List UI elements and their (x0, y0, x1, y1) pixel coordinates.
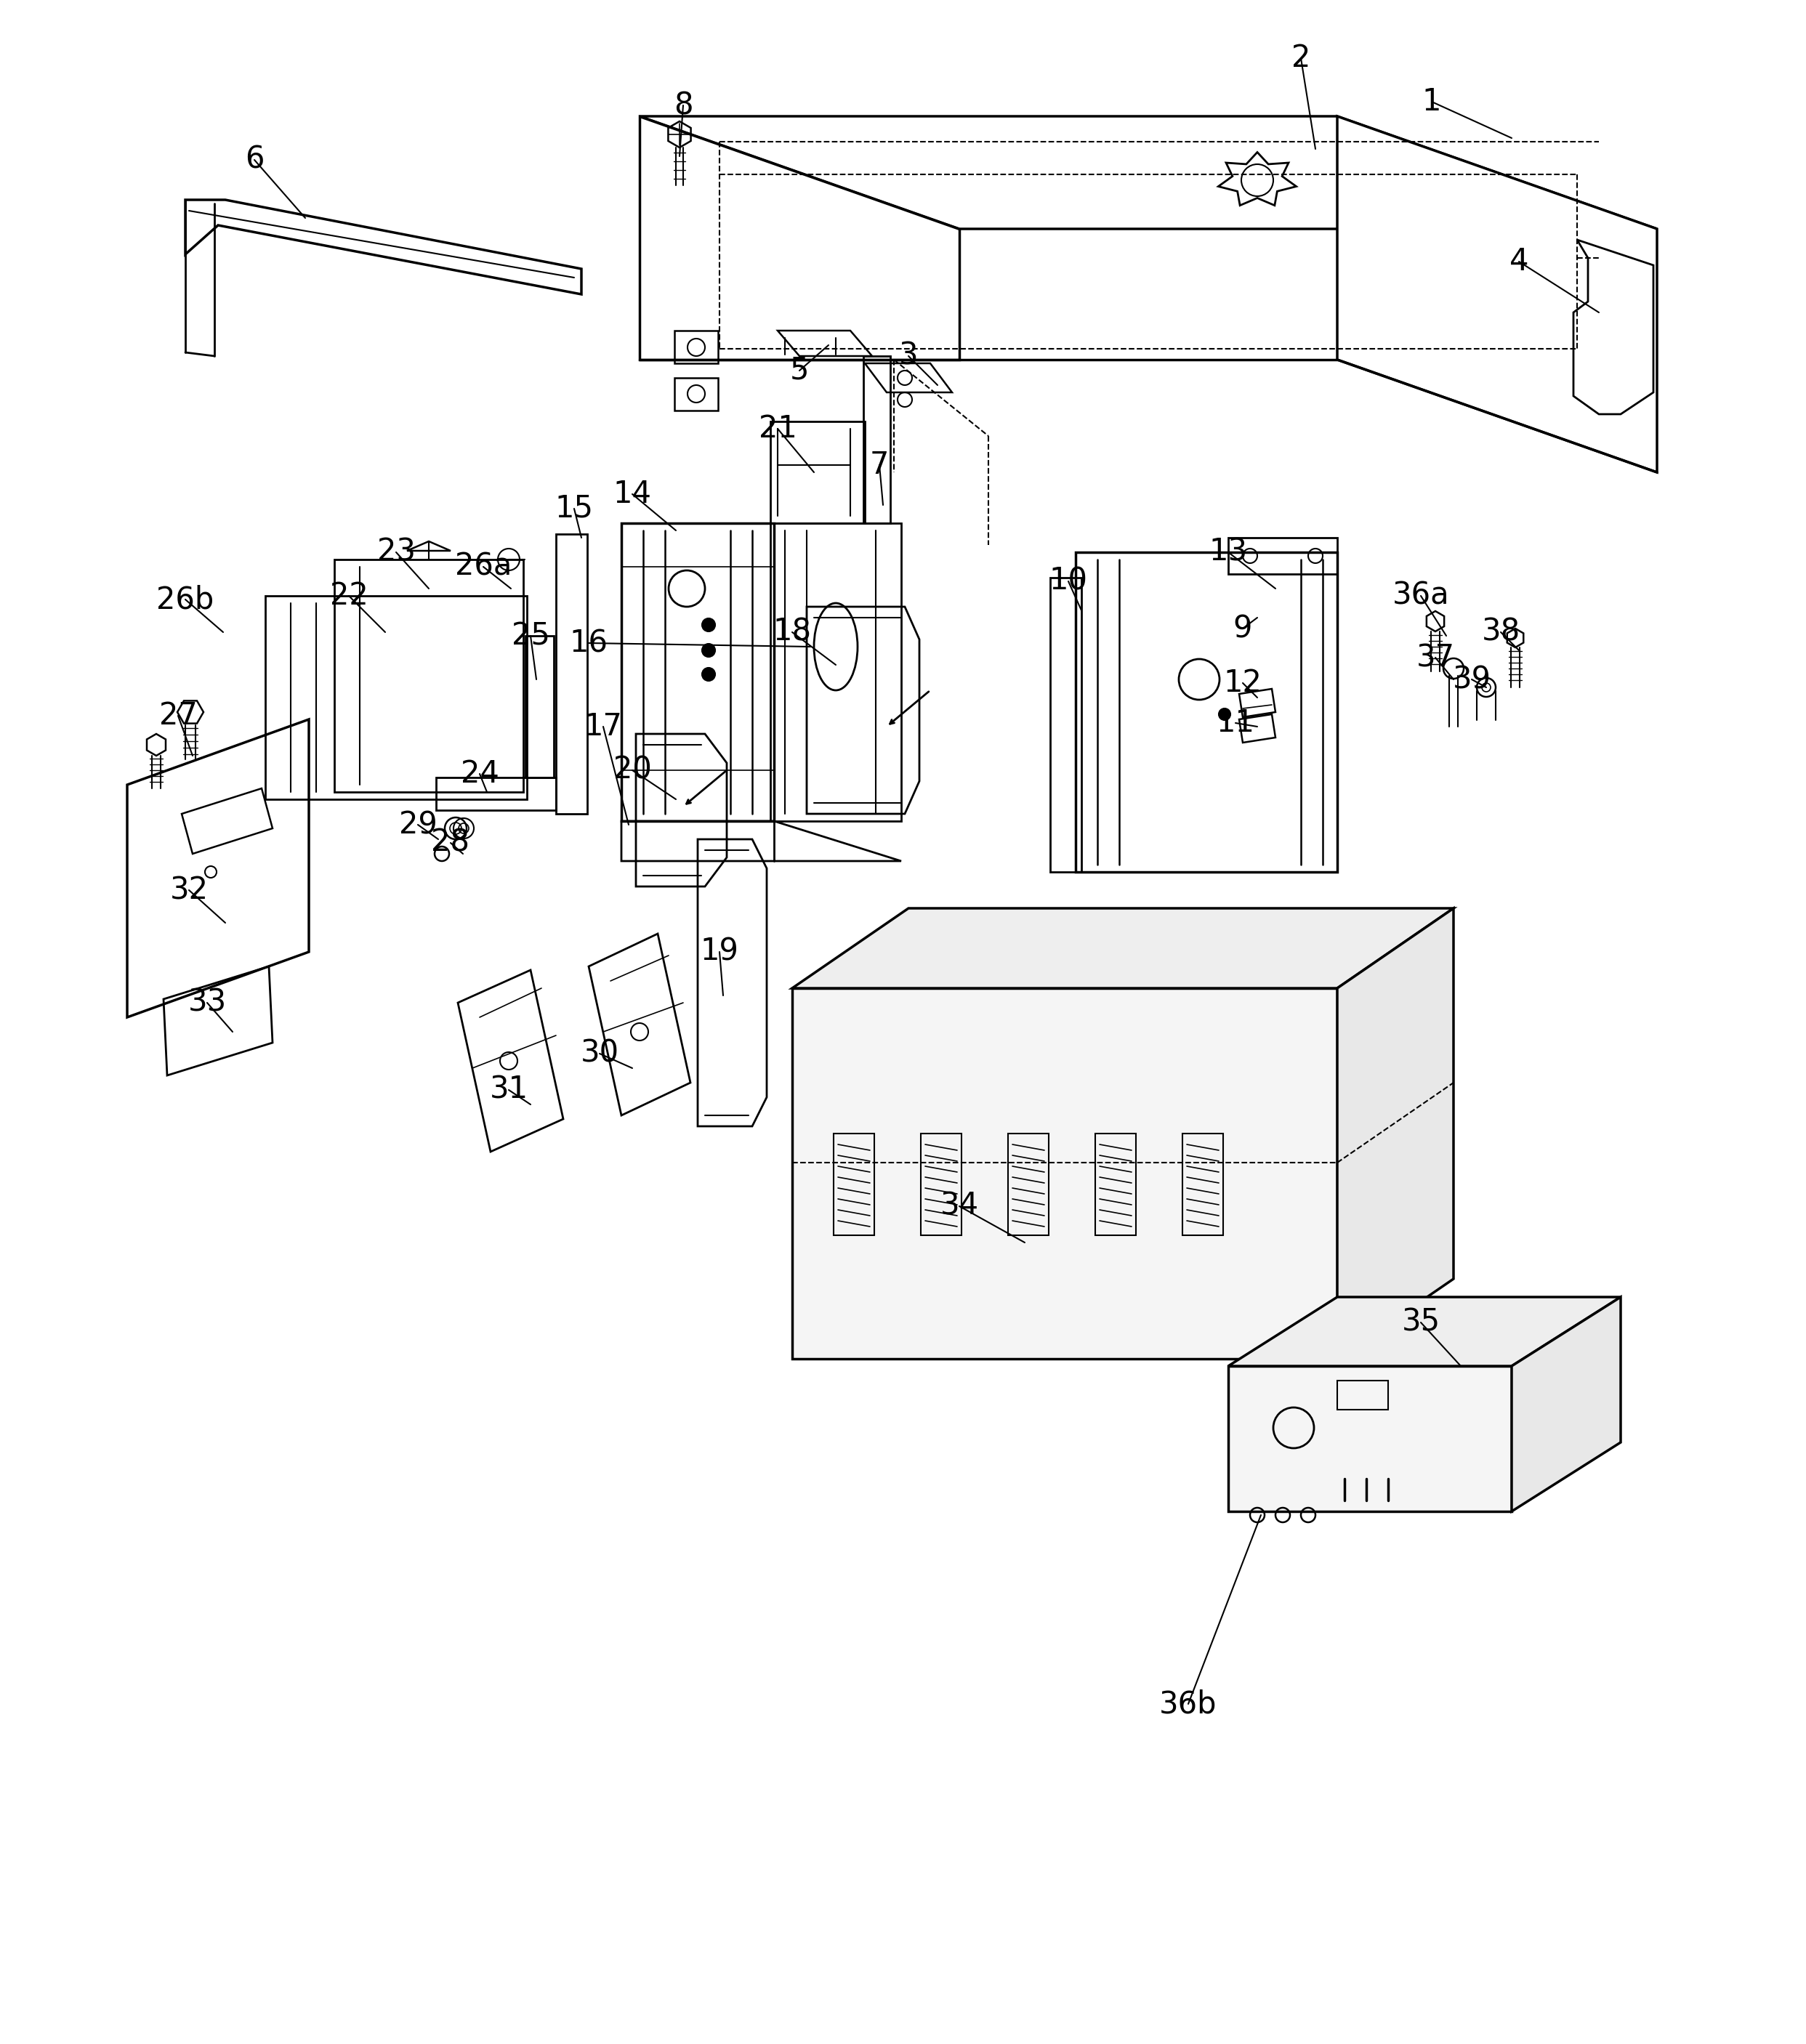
Polygon shape (1336, 117, 1658, 472)
Text: 15: 15 (554, 493, 594, 523)
Text: 7: 7 (870, 450, 889, 480)
Polygon shape (639, 117, 1658, 229)
Text: 24: 24 (461, 758, 498, 789)
Text: 21: 21 (759, 413, 796, 444)
Text: 11: 11 (1215, 707, 1255, 738)
Polygon shape (1228, 1298, 1620, 1365)
Text: 8: 8 (674, 90, 694, 121)
Polygon shape (793, 987, 1336, 1359)
Polygon shape (793, 908, 1454, 987)
Text: 37: 37 (1416, 642, 1454, 672)
Circle shape (703, 619, 715, 632)
Text: 39: 39 (1452, 664, 1492, 695)
Text: 20: 20 (612, 754, 652, 785)
Text: 36a: 36a (1392, 580, 1450, 611)
Text: 19: 19 (701, 936, 739, 967)
Text: 1: 1 (1421, 86, 1441, 117)
Text: 13: 13 (1208, 538, 1248, 568)
Text: 28: 28 (432, 828, 470, 858)
Text: 16: 16 (569, 628, 609, 658)
Polygon shape (639, 117, 959, 360)
Text: 9: 9 (1233, 613, 1252, 644)
Text: 6: 6 (246, 145, 264, 176)
Text: 36b: 36b (1159, 1688, 1217, 1719)
Text: 4: 4 (1510, 247, 1528, 276)
Text: 31: 31 (489, 1075, 527, 1106)
Text: 10: 10 (1049, 566, 1087, 597)
Text: 3: 3 (899, 341, 917, 372)
Circle shape (703, 644, 715, 656)
Text: 33: 33 (188, 987, 226, 1018)
Polygon shape (1336, 908, 1454, 1359)
Text: 18: 18 (773, 617, 811, 648)
Text: 14: 14 (612, 478, 652, 509)
Text: 26b: 26b (157, 585, 215, 615)
Text: 25: 25 (511, 621, 549, 652)
Text: 23: 23 (377, 538, 415, 568)
Text: 22: 22 (330, 580, 368, 611)
Text: 34: 34 (939, 1192, 979, 1222)
Text: 29: 29 (399, 809, 437, 840)
Polygon shape (1512, 1298, 1620, 1511)
Text: 2: 2 (1291, 43, 1311, 74)
Text: 32: 32 (170, 875, 208, 905)
Circle shape (703, 668, 715, 681)
Text: 27: 27 (159, 701, 197, 732)
Text: 17: 17 (583, 711, 623, 742)
Text: 5: 5 (789, 356, 809, 386)
Polygon shape (1228, 1365, 1512, 1511)
Text: 38: 38 (1481, 617, 1521, 648)
Text: 12: 12 (1223, 668, 1262, 699)
Text: 35: 35 (1401, 1308, 1439, 1337)
Circle shape (1219, 709, 1230, 719)
Text: 26a: 26a (455, 552, 511, 583)
Text: 30: 30 (580, 1038, 619, 1069)
